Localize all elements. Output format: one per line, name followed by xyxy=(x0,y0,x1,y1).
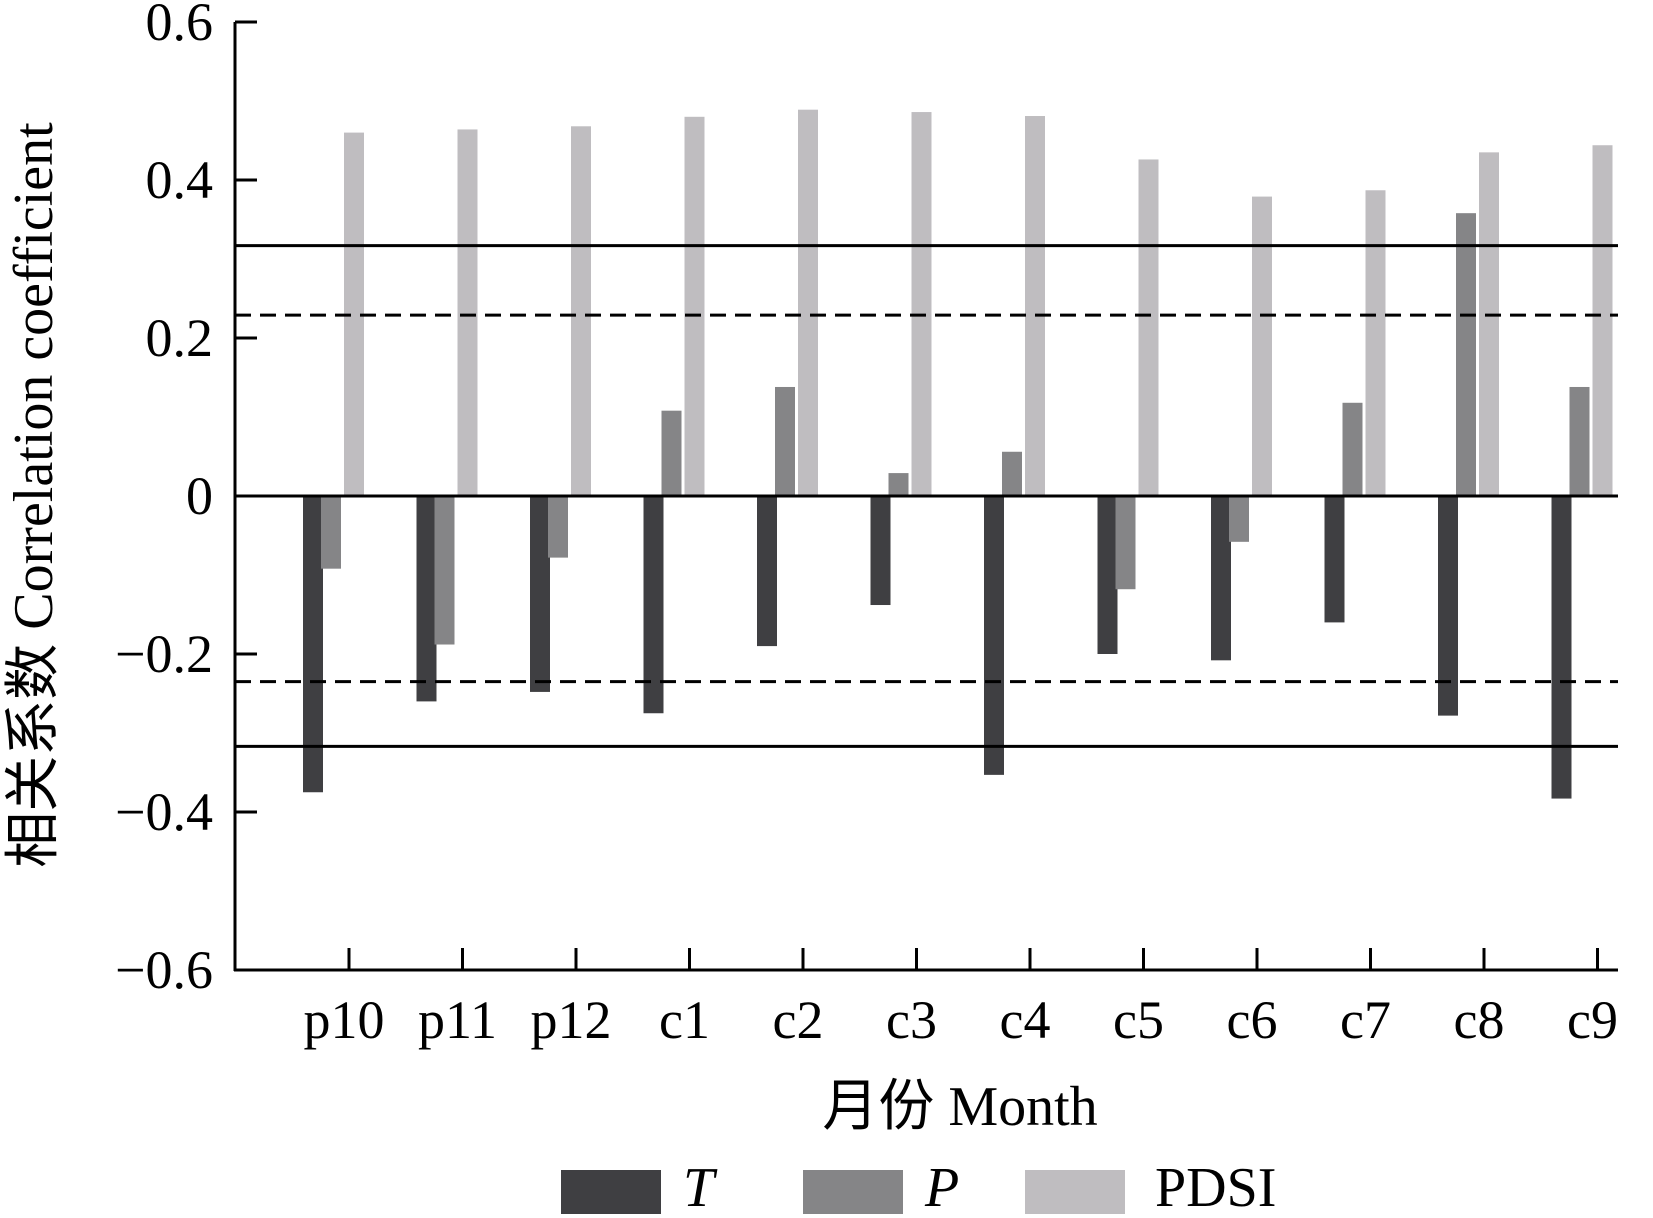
legend-label-p: P xyxy=(924,1157,959,1218)
bar-t-c6 xyxy=(1211,496,1231,661)
x-tick-label-p12: p12 xyxy=(531,990,612,1050)
y-axis-title: 相关系数 Correlation coefficient xyxy=(3,122,65,868)
bar-p-c4 xyxy=(1002,451,1022,496)
bar-pdsi-p11 xyxy=(457,129,478,496)
chart-marks xyxy=(303,109,1613,799)
bar-pdsi-c2 xyxy=(798,109,818,496)
bar-p-p10 xyxy=(321,496,341,569)
bar-pdsi-c8 xyxy=(1479,152,1499,496)
bar-p-c8 xyxy=(1456,213,1476,496)
bar-pdsi-c7 xyxy=(1365,190,1386,496)
bar-t-c1 xyxy=(643,496,664,714)
legend-swatch-pdsi xyxy=(1025,1170,1125,1214)
bar-t-c4 xyxy=(984,496,1004,775)
x-tick-label-c7: c7 xyxy=(1340,990,1391,1050)
bar-p-c9 xyxy=(1569,386,1590,496)
y-tick-label: 0.6 xyxy=(146,0,214,52)
bar-t-c2 xyxy=(757,496,777,647)
x-tick-label-c4: c4 xyxy=(1000,990,1051,1050)
legend-label-pdsi: PDSI xyxy=(1155,1157,1276,1218)
legend-swatch-p xyxy=(803,1170,903,1214)
legend: T P PDSI xyxy=(561,1157,1276,1218)
bar-pdsi-c4 xyxy=(1025,116,1045,496)
bar-p-c2 xyxy=(775,386,795,496)
bar-pdsi-c3 xyxy=(911,112,932,496)
bar-pdsi-p10 xyxy=(344,132,364,496)
bar-pdsi-c6 xyxy=(1252,196,1272,496)
legend-label-t: T xyxy=(683,1157,718,1218)
bar-pdsi-c1 xyxy=(684,116,705,497)
x-tick-label-p11: p11 xyxy=(418,990,497,1050)
bar-t-c7 xyxy=(1324,496,1345,623)
bar-p-p12 xyxy=(548,496,568,558)
bar-t-p10 xyxy=(303,496,323,793)
bar-p-p11 xyxy=(434,496,455,645)
bar-t-c8 xyxy=(1438,496,1458,716)
y-tick-label: 0 xyxy=(186,466,213,526)
bar-p-c1 xyxy=(661,410,682,496)
x-tick-label-c2: c2 xyxy=(773,990,824,1050)
x-tick-label-c9: c9 xyxy=(1567,990,1618,1050)
bar-p-c7 xyxy=(1342,402,1363,496)
bar-t-c3 xyxy=(870,496,891,606)
x-axis-title: 月份 Month xyxy=(822,1076,1097,1138)
bar-t-p11 xyxy=(416,496,437,702)
bar-pdsi-p12 xyxy=(571,126,591,496)
x-tick-label-c6: c6 xyxy=(1227,990,1278,1050)
x-tick-label-c5: c5 xyxy=(1113,990,1164,1050)
y-tick-label: −0.4 xyxy=(115,782,213,842)
x-tick-label-p10: p10 xyxy=(304,990,385,1050)
bar-p-c3 xyxy=(888,473,909,496)
x-tick-label-c1: c1 xyxy=(659,990,710,1050)
bar-pdsi-c9 xyxy=(1592,145,1613,497)
y-tick-label: −0.6 xyxy=(115,940,213,1000)
x-tick-label-c8: c8 xyxy=(1454,990,1505,1050)
bar-t-c5 xyxy=(1097,496,1118,654)
bar-pdsi-c5 xyxy=(1138,159,1159,496)
y-tick-label: 0.2 xyxy=(146,308,214,368)
bar-p-c6 xyxy=(1229,496,1249,542)
x-tick-label-c3: c3 xyxy=(886,990,937,1050)
chart-axes: 0.6 0.4 0.2 0 −0.2 −0.4 −0.6 p10 p11 p12 c1 c2 c3 c4 c… xyxy=(115,0,1618,1050)
legend-swatch-t xyxy=(561,1170,661,1214)
bar-t-p12 xyxy=(530,496,550,692)
bar-p-c5 xyxy=(1115,496,1136,590)
bar-t-c9 xyxy=(1551,496,1572,799)
y-tick-label: 0.4 xyxy=(146,150,214,210)
y-tick-label: −0.2 xyxy=(115,624,213,684)
